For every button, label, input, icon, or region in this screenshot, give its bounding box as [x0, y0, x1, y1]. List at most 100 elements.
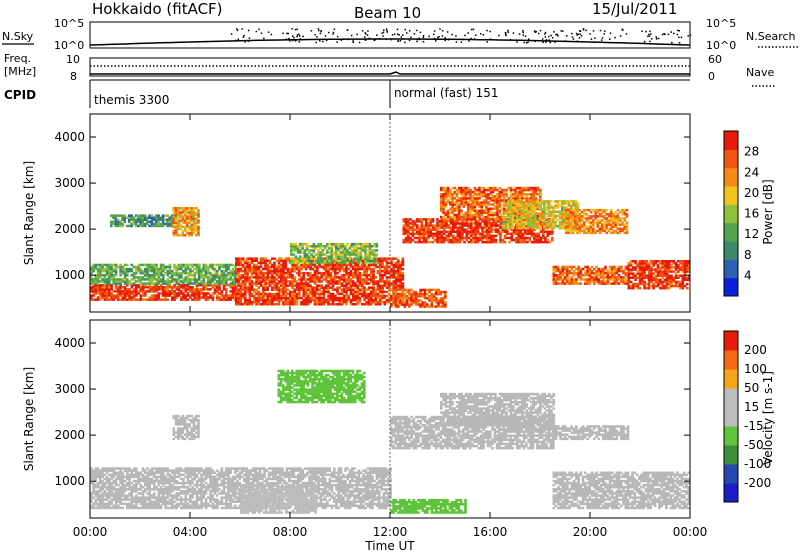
nsearch-point — [649, 30, 651, 33]
heatmap-cell-region-7 — [402, 238, 406, 242]
nsearch-point — [651, 38, 653, 40]
heatmap-cell-region-4 — [370, 298, 373, 302]
nsearch-point — [486, 29, 488, 32]
heatmap-cell-region-1 — [204, 267, 208, 271]
heatmap-cell-region-4 — [370, 271, 373, 275]
heatmap-cell-region-1 — [189, 280, 192, 283]
heatmap-cell-region-7 — [458, 226, 462, 229]
nsearch-point — [489, 30, 491, 33]
heatmap-cell-region-8 — [505, 195, 508, 198]
heatmap-cell-region-9 — [576, 204, 580, 207]
heatmap-cell-region-9 — [561, 206, 564, 209]
heatmap-cell-region-8 — [469, 207, 472, 210]
heatmap-cell-region-5 — [305, 249, 309, 252]
nsearch-point — [657, 37, 660, 40]
heatmap-cell-region-4 — [291, 280, 294, 283]
heatmap-cell-region-9 — [509, 212, 512, 215]
heatmap-cell-region-1 — [209, 276, 212, 279]
heatmap-cell-region-7 — [440, 232, 444, 236]
heatmap-cell-region-5 — [321, 245, 325, 248]
heatmap-cell-region-7 — [474, 220, 478, 223]
nsearch-point — [609, 32, 612, 34]
heatmap-cell-region-1 — [218, 278, 221, 281]
heatmap-cell-region-1 — [164, 282, 167, 285]
heatmap-cell-region-4 — [295, 288, 299, 291]
heatmap-cell-region-7 — [499, 226, 502, 229]
heatmap-cell-region-4 — [277, 290, 281, 294]
heatmap-cell-region-4 — [241, 265, 245, 269]
heatmap-cell-region-7 — [461, 220, 464, 223]
heatmap-cell-region-1 — [103, 267, 107, 271]
heatmap-cell-region-5 — [299, 245, 302, 248]
heatmap-cell-region-4 — [338, 282, 342, 285]
heatmap-cell-region-0 — [209, 294, 212, 297]
heatmap-cell-region-2 — [130, 214, 133, 217]
heatmap-cell-region-1 — [231, 282, 235, 285]
heatmap-cell-region-4 — [388, 261, 391, 265]
heatmap-cell-region-1 — [168, 269, 172, 273]
heatmap-cell-region-5 — [312, 242, 316, 246]
nsearch-point — [299, 38, 302, 40]
heatmap-cell-region-1 — [209, 278, 212, 281]
heatmap-cell-region-9 — [540, 216, 544, 220]
heatmap-cell-region-4 — [388, 271, 391, 275]
heatmap-cell-region-9 — [527, 227, 530, 230]
heatmap-cell-region-7 — [458, 240, 462, 244]
heatmap-cell-region-3 — [186, 215, 189, 218]
heatmap-cell-region-0 — [195, 292, 199, 295]
heatmap-cell-region-4 — [356, 269, 360, 273]
heatmap-cell-region-0 — [153, 296, 156, 299]
heatmap-cell-region-4 — [309, 274, 312, 277]
heatmap-cell-region-7 — [479, 236, 482, 240]
heatmap-cell-region-4 — [273, 298, 276, 302]
heatmap-cell-region-7 — [539, 228, 543, 231]
heatmap-cell-region-8 — [476, 213, 479, 217]
heatmap-cell-region-7 — [443, 228, 446, 231]
heatmap-cell-region-8 — [503, 199, 506, 202]
heatmap-cell-region-7 — [449, 234, 453, 238]
heatmap-cell-region-4 — [388, 276, 391, 279]
heatmap-cell-region-10 — [575, 271, 578, 275]
heatmap-cell-region-4 — [320, 274, 324, 277]
nsearch-point — [401, 38, 404, 40]
heatmap-cell-region-5 — [353, 245, 356, 248]
heatmap-cell-region-3 — [174, 207, 178, 210]
heatmap-cell-region-4 — [379, 280, 382, 283]
nsearch-point — [480, 33, 482, 35]
heatmap-cell-region-0 — [103, 286, 107, 289]
heatmap-cell-region-6 — [401, 288, 404, 292]
heatmap-cell-region-7 — [517, 230, 520, 233]
heatmap-cell-region-7 — [546, 240, 550, 244]
heatmap-cell-region-0 — [164, 292, 167, 295]
heatmap-cell-region-0 — [216, 294, 219, 297]
heatmap-cell-region-5 — [339, 253, 343, 256]
heatmap-cell-region-0 — [186, 292, 190, 295]
heatmap-cell-region-7 — [485, 234, 489, 238]
heatmap-cell-region-10 — [559, 274, 562, 277]
heatmap-cell-region-4 — [246, 276, 249, 279]
heatmap-cell-region-1 — [130, 263, 134, 267]
heatmap-cell-region-7 — [449, 240, 453, 244]
heatmap-cell-region-1 — [227, 271, 230, 275]
heatmap-cell-region-9 — [522, 208, 526, 211]
heatmap-cell-region-4 — [307, 274, 310, 277]
heatmap-cell-region-1 — [157, 267, 161, 271]
heatmap-cell-region-1 — [157, 280, 161, 283]
heatmap-cell-region-5 — [299, 249, 302, 252]
heatmap-cell-region-1 — [119, 282, 122, 285]
heatmap-cell-region-1 — [137, 263, 140, 267]
heatmap-cell-region-10 — [575, 274, 578, 277]
heatmap-cell-region-10 — [559, 276, 562, 279]
heatmap-cell-region-1 — [182, 265, 185, 269]
heatmap-cell-region-10 — [563, 282, 567, 285]
heatmap-cell-region-5 — [348, 255, 352, 258]
heatmap-cell-region-9 — [507, 227, 510, 230]
heatmap-cell-region-0 — [184, 283, 188, 287]
heatmap-cell-region-9 — [504, 220, 508, 224]
heatmap-cell-region-1 — [204, 269, 208, 273]
heatmap-cell-region-4 — [300, 288, 303, 291]
heatmap-cell-region-4 — [345, 263, 348, 267]
heatmap-cell-region-1 — [110, 267, 113, 271]
heatmap-cell-region-4 — [379, 290, 382, 294]
heatmap-cell-region-4 — [284, 282, 288, 285]
